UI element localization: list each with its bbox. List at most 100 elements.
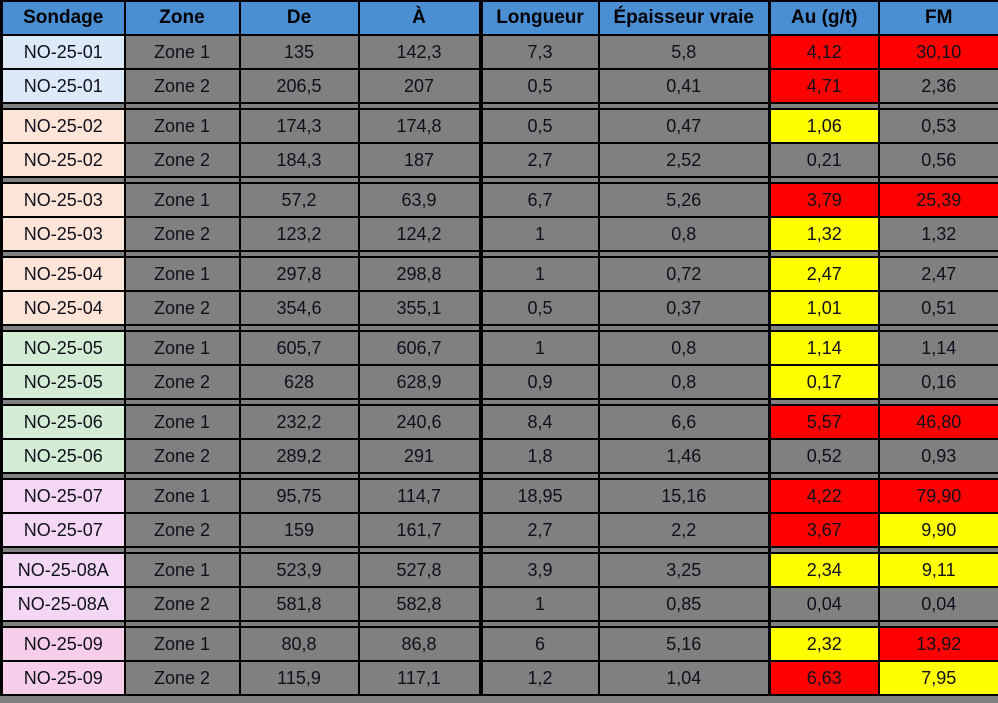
cell-epaisseur[interactable]: 0,41 xyxy=(599,69,770,103)
cell-au[interactable]: 2,32 xyxy=(770,627,879,661)
cell-longueur[interactable]: 1,2 xyxy=(481,661,599,695)
cell-a[interactable]: 240,6 xyxy=(359,405,481,439)
cell-sondage[interactable]: NO-25-06 xyxy=(2,439,125,473)
cell-fm[interactable]: 0,53 xyxy=(879,109,998,143)
cell-au[interactable]: 6,63 xyxy=(770,661,879,695)
cell-epaisseur[interactable]: 3,25 xyxy=(599,553,770,587)
cell-zone[interactable]: Zone 2 xyxy=(125,143,240,177)
cell-de[interactable]: 174,3 xyxy=(240,109,359,143)
cell-epaisseur[interactable]: 15,16 xyxy=(599,479,770,513)
cell-longueur[interactable]: 1 xyxy=(481,217,599,251)
header-longueur[interactable]: Longueur xyxy=(481,1,599,35)
cell-zone[interactable]: Zone 2 xyxy=(125,513,240,547)
cell-fm[interactable]: 46,80 xyxy=(879,405,998,439)
cell-epaisseur[interactable]: 0,8 xyxy=(599,365,770,399)
cell-fm[interactable]: 13,92 xyxy=(879,627,998,661)
cell-a[interactable]: 114,7 xyxy=(359,479,481,513)
cell-sondage[interactable]: NO-25-05 xyxy=(2,331,125,365)
cell-a[interactable]: 63,9 xyxy=(359,183,481,217)
cell-au[interactable]: 1,06 xyxy=(770,109,879,143)
cell-sondage[interactable]: NO-25-06 xyxy=(2,405,125,439)
cell-au[interactable]: 0,21 xyxy=(770,143,879,177)
cell-a[interactable]: 207 xyxy=(359,69,481,103)
cell-de[interactable]: 123,2 xyxy=(240,217,359,251)
cell-zone[interactable]: Zone 1 xyxy=(125,479,240,513)
cell-a[interactable]: 527,8 xyxy=(359,553,481,587)
cell-epaisseur[interactable]: 0,37 xyxy=(599,291,770,325)
header-fm[interactable]: FM xyxy=(879,1,998,35)
cell-fm[interactable]: 1,14 xyxy=(879,331,998,365)
cell-zone[interactable]: Zone 2 xyxy=(125,439,240,473)
cell-fm[interactable]: 1,32 xyxy=(879,217,998,251)
cell-au[interactable]: 3,67 xyxy=(770,513,879,547)
cell-epaisseur[interactable]: 0,8 xyxy=(599,331,770,365)
cell-fm[interactable]: 9,90 xyxy=(879,513,998,547)
cell-zone[interactable]: Zone 1 xyxy=(125,183,240,217)
cell-sondage[interactable]: NO-25-09 xyxy=(2,627,125,661)
cell-sondage[interactable]: NO-25-01 xyxy=(2,35,125,69)
cell-longueur[interactable]: 2,7 xyxy=(481,143,599,177)
cell-de[interactable]: 628 xyxy=(240,365,359,399)
cell-au[interactable]: 5,57 xyxy=(770,405,879,439)
cell-sondage[interactable]: NO-25-08A xyxy=(2,587,125,621)
cell-de[interactable]: 80,8 xyxy=(240,627,359,661)
cell-zone[interactable]: Zone 1 xyxy=(125,35,240,69)
cell-au[interactable]: 1,01 xyxy=(770,291,879,325)
cell-sondage[interactable]: NO-25-02 xyxy=(2,143,125,177)
cell-epaisseur[interactable]: 6,6 xyxy=(599,405,770,439)
cell-a[interactable]: 291 xyxy=(359,439,481,473)
cell-fm[interactable]: 79,90 xyxy=(879,479,998,513)
cell-fm[interactable]: 2,47 xyxy=(879,257,998,291)
cell-zone[interactable]: Zone 1 xyxy=(125,257,240,291)
cell-de[interactable]: 581,8 xyxy=(240,587,359,621)
cell-de[interactable]: 115,9 xyxy=(240,661,359,695)
cell-a[interactable]: 117,1 xyxy=(359,661,481,695)
cell-zone[interactable]: Zone 2 xyxy=(125,217,240,251)
cell-epaisseur[interactable]: 5,16 xyxy=(599,627,770,661)
cell-epaisseur[interactable]: 2,2 xyxy=(599,513,770,547)
cell-de[interactable]: 206,5 xyxy=(240,69,359,103)
cell-longueur[interactable]: 1 xyxy=(481,331,599,365)
cell-zone[interactable]: Zone 1 xyxy=(125,331,240,365)
cell-sondage[interactable]: NO-25-09 xyxy=(2,661,125,695)
cell-a[interactable]: 187 xyxy=(359,143,481,177)
cell-de[interactable]: 354,6 xyxy=(240,291,359,325)
cell-sondage[interactable]: NO-25-08A xyxy=(2,553,125,587)
cell-fm[interactable]: 0,51 xyxy=(879,291,998,325)
cell-fm[interactable]: 7,95 xyxy=(879,661,998,695)
cell-a[interactable]: 142,3 xyxy=(359,35,481,69)
cell-a[interactable]: 606,7 xyxy=(359,331,481,365)
cell-longueur[interactable]: 1 xyxy=(481,587,599,621)
cell-longueur[interactable]: 0,5 xyxy=(481,109,599,143)
cell-au[interactable]: 0,52 xyxy=(770,439,879,473)
cell-epaisseur[interactable]: 0,47 xyxy=(599,109,770,143)
cell-epaisseur[interactable]: 0,8 xyxy=(599,217,770,251)
cell-fm[interactable]: 0,56 xyxy=(879,143,998,177)
cell-de[interactable]: 135 xyxy=(240,35,359,69)
cell-a[interactable]: 124,2 xyxy=(359,217,481,251)
cell-a[interactable]: 582,8 xyxy=(359,587,481,621)
cell-au[interactable]: 0,04 xyxy=(770,587,879,621)
cell-epaisseur[interactable]: 1,04 xyxy=(599,661,770,695)
cell-sondage[interactable]: NO-25-04 xyxy=(2,257,125,291)
cell-de[interactable]: 523,9 xyxy=(240,553,359,587)
cell-fm[interactable]: 0,16 xyxy=(879,365,998,399)
cell-fm[interactable]: 9,11 xyxy=(879,553,998,587)
cell-a[interactable]: 355,1 xyxy=(359,291,481,325)
cell-de[interactable]: 605,7 xyxy=(240,331,359,365)
cell-au[interactable]: 2,34 xyxy=(770,553,879,587)
cell-a[interactable]: 86,8 xyxy=(359,627,481,661)
cell-sondage[interactable]: NO-25-07 xyxy=(2,479,125,513)
cell-zone[interactable]: Zone 1 xyxy=(125,627,240,661)
cell-epaisseur[interactable]: 1,46 xyxy=(599,439,770,473)
cell-fm[interactable]: 0,04 xyxy=(879,587,998,621)
cell-zone[interactable]: Zone 2 xyxy=(125,69,240,103)
cell-longueur[interactable]: 0,9 xyxy=(481,365,599,399)
cell-a[interactable]: 298,8 xyxy=(359,257,481,291)
cell-au[interactable]: 2,47 xyxy=(770,257,879,291)
cell-sondage[interactable]: NO-25-05 xyxy=(2,365,125,399)
cell-au[interactable]: 3,79 xyxy=(770,183,879,217)
cell-au[interactable]: 0,17 xyxy=(770,365,879,399)
cell-de[interactable]: 232,2 xyxy=(240,405,359,439)
cell-zone[interactable]: Zone 2 xyxy=(125,587,240,621)
